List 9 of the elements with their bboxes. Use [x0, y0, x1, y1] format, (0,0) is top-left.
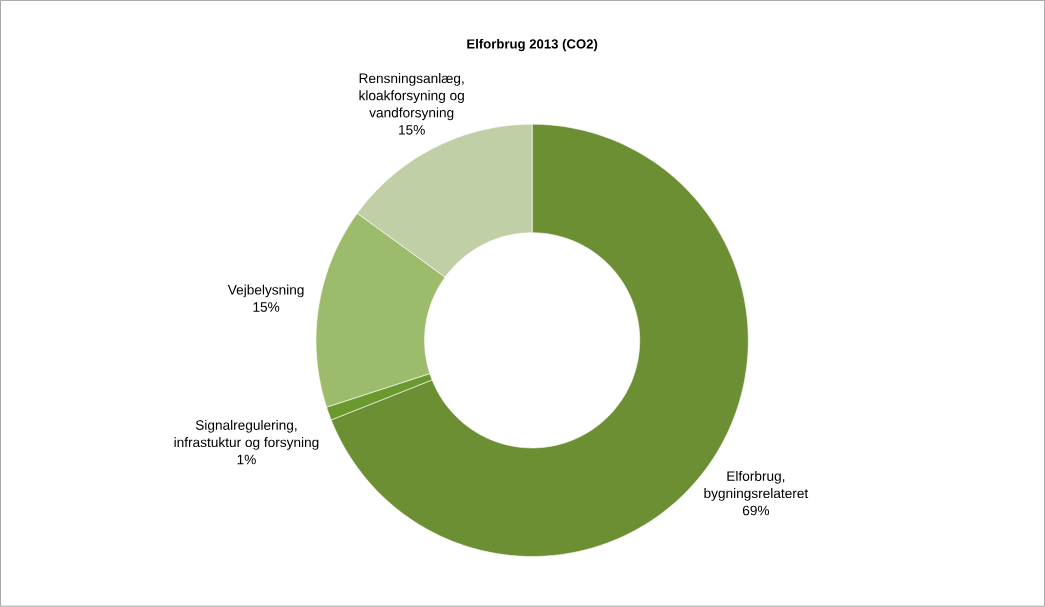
data-label: 1% — [237, 454, 256, 465]
data-label: 15% — [399, 125, 425, 135]
data-label: 15% — [253, 302, 280, 312]
chart-title: Elforbrug 2013 (CO2) — [467, 39, 598, 52]
slice-label: Elforbrug, bygningsrelateret — [704, 471, 809, 502]
slice-label: Rensningsanlæg, kloakforsyning og vandforsyning — [359, 73, 464, 121]
slice-label: Signalregulering, infrastuktur og forsyning — [174, 420, 319, 451]
data-label: 69% — [742, 505, 770, 516]
slice-label: Vejbelysning — [227, 284, 304, 298]
